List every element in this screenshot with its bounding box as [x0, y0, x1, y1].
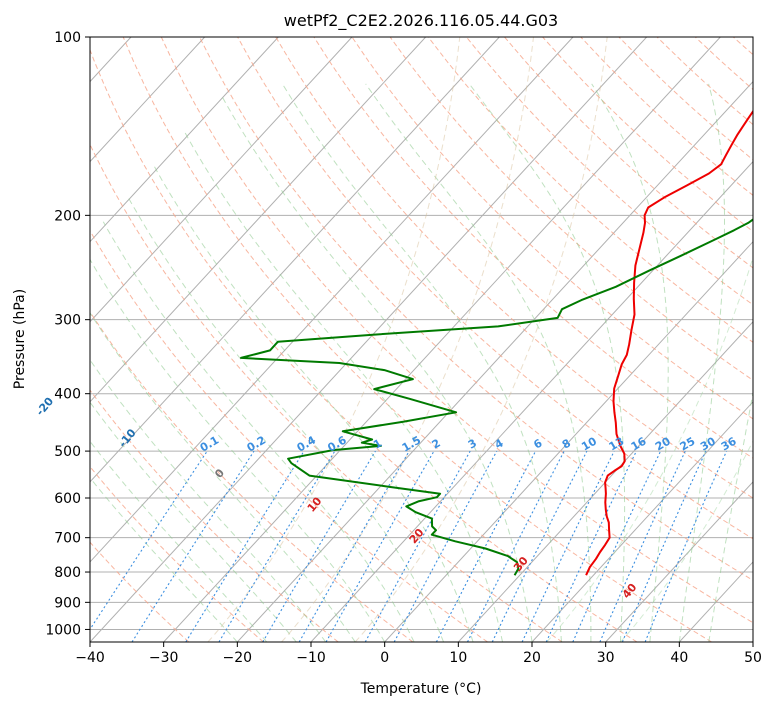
y-tick-label: 100 [54, 30, 81, 46]
plot-frame [90, 37, 753, 642]
dry-adiabat-190 [695, 37, 775, 642]
background-lines [0, 37, 775, 642]
isotherm-40 [679, 37, 775, 642]
dry-adiabat-30 [85, 37, 637, 642]
x-tick-label: −20 [223, 650, 253, 666]
isotherm--120 [0, 37, 57, 642]
y-tick-label: 400 [54, 387, 81, 403]
y-axis-label: Pressure (hPa) [12, 289, 28, 389]
dry-adiabat-label: 20 [407, 526, 427, 546]
moist-adiabat-36 [592, 84, 669, 642]
isotherm--90 [0, 37, 278, 642]
dry-adiabat--30 [0, 37, 189, 642]
dry-adiabat-200 [733, 37, 775, 642]
dry-adiabat-130 [466, 37, 775, 642]
x-tick-label: 40 [670, 650, 688, 666]
y-tick-label: 600 [54, 491, 81, 507]
plot-area [0, 37, 775, 642]
dry-adiabat-180 [657, 37, 775, 642]
x-tick-label: 0 [380, 650, 389, 666]
x-tick-label: 50 [744, 650, 762, 666]
mixing-ratio-line-12 [522, 451, 614, 642]
mixing-ratio-line-0 [82, 451, 207, 642]
dry-adiabat-label: 0 [212, 466, 227, 480]
x-tick-label: −10 [296, 650, 326, 666]
dry-adiabat--10 [0, 37, 338, 642]
curved-guide-2 [355, 37, 607, 642]
y-tick-label: 1000 [45, 622, 81, 638]
isotherm--70 [0, 37, 426, 642]
y-tick-label: 700 [54, 531, 81, 547]
dewpoint-line [241, 37, 775, 575]
x-axis-label: Temperature (°C) [360, 681, 482, 697]
dry-adiabat-40 [123, 37, 712, 642]
moist-adiabat-4 [103, 222, 414, 642]
isotherm-20 [532, 37, 775, 642]
isotherm-10 [458, 37, 775, 642]
mixing-ratio-label: 6 [531, 436, 544, 451]
y-tick-label: 300 [54, 313, 81, 329]
y-axis: 100 200 300 400 500 600 700 800 900 1000 [45, 30, 90, 638]
dry-adiabat-label: 30 [511, 554, 531, 574]
mixing-ratio-label: 4 [492, 436, 505, 451]
moist-adiabat--20 [0, 340, 237, 642]
mixing-ratio-line-3 [219, 451, 335, 642]
isotherm-0 [385, 37, 775, 642]
mixing-ratio-label: 3 [466, 437, 479, 452]
isotherm-50 [753, 37, 775, 642]
mixing-ratio-line-14 [573, 451, 661, 642]
mixing-ratio-line-13 [546, 451, 636, 642]
dry-adiabat-150 [543, 37, 775, 642]
mixing-ratio-line-10 [468, 451, 565, 642]
mixing-ratio-line-15 [600, 451, 685, 642]
curved-guide-4 [620, 37, 775, 642]
temperature-line [586, 37, 775, 575]
moist-adiabat-32 [469, 84, 624, 642]
y-tick-label: 500 [54, 444, 81, 460]
x-tick-label: 20 [523, 650, 541, 666]
mixing-ratio-label: 1 [371, 437, 384, 452]
y-tick-label: 800 [54, 565, 81, 581]
x-axis: −40 −30 −20 −10 0 10 20 30 40 50 [75, 642, 762, 666]
dry-adiabat-110 [390, 37, 775, 642]
x-tick-label: 10 [449, 650, 467, 666]
dry-adiabat-210 [771, 37, 775, 642]
chart-title: wetPf2_C2E2.2026.116.05.44.G03 [284, 11, 558, 31]
isotherm--50 [16, 37, 573, 642]
x-tick-label: −40 [75, 650, 105, 666]
moist-adiabat-28 [366, 84, 591, 642]
y-tick-label: 900 [54, 595, 81, 611]
moist-adiabat--12 [28, 307, 296, 643]
x-tick-label: 30 [597, 650, 615, 666]
isotherm--40 [90, 37, 647, 642]
mixing-ratio-label: 2 [430, 437, 443, 452]
series-layer [241, 37, 775, 575]
y-tick-label: 200 [54, 208, 81, 224]
dry-adiabat--20 [0, 37, 264, 642]
x-tick-label: −30 [149, 650, 179, 666]
dry-adiabat-label: -10 [116, 426, 139, 450]
mixing-ratio-line-17 [645, 451, 726, 642]
mixing-ratio-line-11 [492, 451, 587, 642]
dry-adiabat-label: -20 [34, 395, 57, 419]
curved-guide-3 [547, 37, 775, 642]
isotherm--30 [164, 37, 721, 642]
